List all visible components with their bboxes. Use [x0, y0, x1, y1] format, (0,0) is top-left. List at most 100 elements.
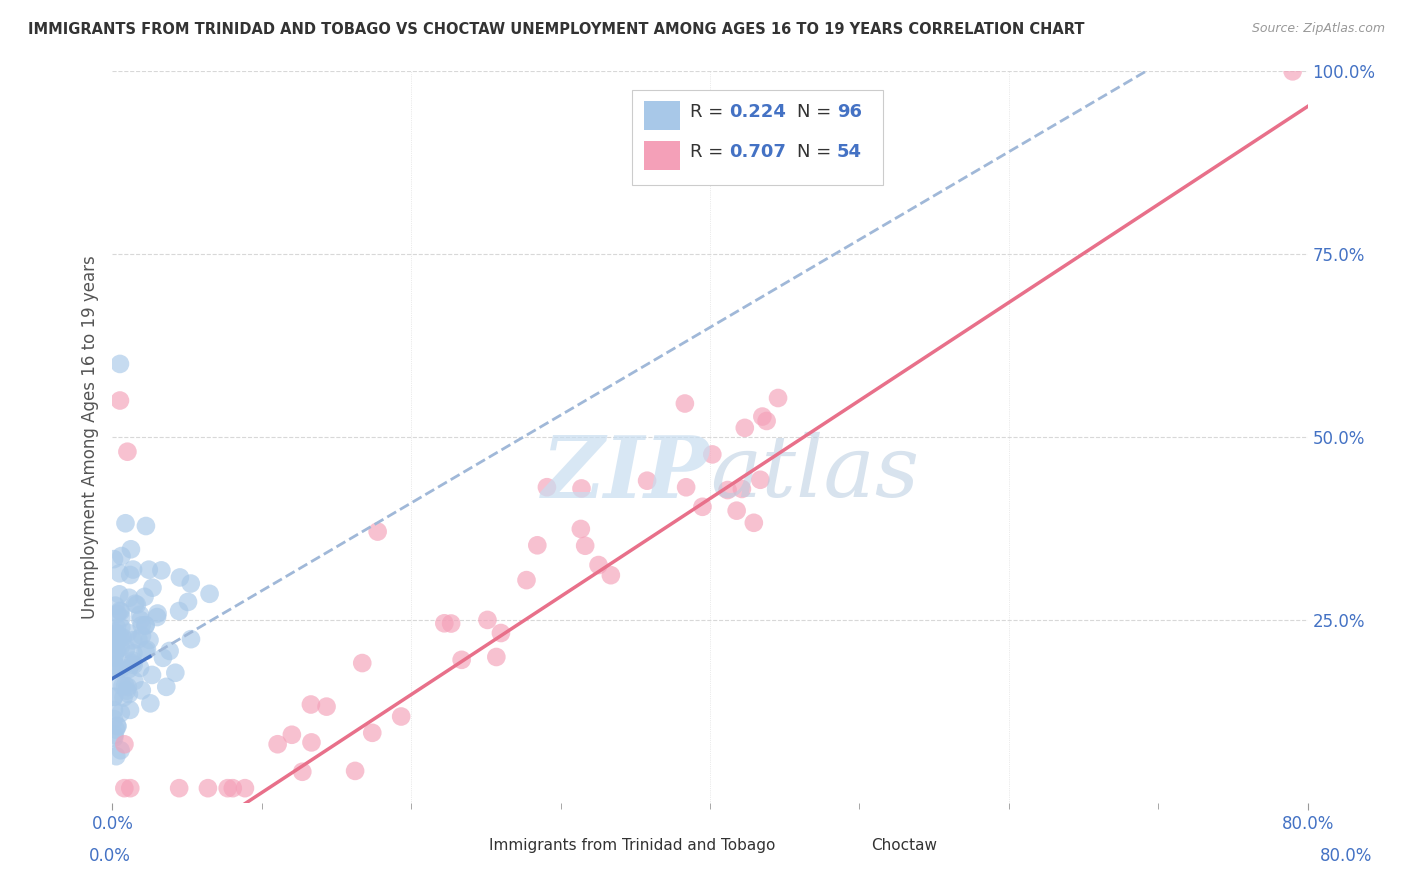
Point — [112, 690, 135, 705]
Point — [1281, 64, 1303, 78]
Point — [389, 709, 412, 723]
Text: 54: 54 — [837, 143, 862, 161]
Point — [477, 613, 499, 627]
Point — [103, 703, 125, 717]
Text: Immigrants from Trinidad and Tobago: Immigrants from Trinidad and Tobago — [489, 838, 775, 853]
Point — [526, 538, 548, 552]
Point — [103, 712, 125, 726]
Point — [108, 393, 131, 408]
Point — [599, 568, 621, 582]
Text: N =: N = — [797, 143, 837, 161]
Point — [127, 632, 149, 647]
Point — [717, 483, 740, 497]
Point — [291, 764, 314, 779]
Point — [111, 660, 134, 674]
Point — [105, 642, 128, 657]
Point — [180, 576, 202, 591]
Point — [104, 599, 127, 613]
Point — [104, 649, 127, 664]
Point — [131, 629, 153, 643]
Point — [122, 657, 145, 672]
Point — [111, 679, 134, 693]
Point — [636, 474, 658, 488]
Point — [159, 644, 181, 658]
Point — [766, 391, 789, 405]
Point — [122, 633, 145, 648]
Point — [150, 563, 173, 577]
Point — [108, 566, 131, 581]
Point — [118, 687, 141, 701]
Point — [124, 674, 146, 689]
Text: IMMIGRANTS FROM TRINIDAD AND TOBAGO VS CHOCTAW UNEMPLOYMENT AMONG AGES 16 TO 19 : IMMIGRANTS FROM TRINIDAD AND TOBAGO VS C… — [28, 22, 1084, 37]
Point — [104, 657, 127, 672]
Point — [104, 636, 127, 650]
Point — [105, 674, 128, 689]
Point — [103, 690, 125, 704]
Point — [110, 604, 132, 618]
Point — [115, 683, 138, 698]
Point — [105, 626, 128, 640]
Text: N =: N = — [797, 103, 837, 120]
Text: Choctaw: Choctaw — [872, 838, 938, 853]
Text: R =: R = — [690, 143, 728, 161]
Point — [588, 558, 610, 572]
Point — [536, 480, 558, 494]
Point — [755, 414, 778, 428]
Point — [367, 524, 389, 539]
Point — [571, 482, 593, 496]
Text: 0.707: 0.707 — [730, 143, 786, 161]
FancyBboxPatch shape — [633, 90, 883, 185]
Point — [125, 598, 148, 612]
Point — [197, 781, 219, 796]
Point — [108, 604, 131, 618]
FancyBboxPatch shape — [830, 832, 866, 858]
Point — [141, 581, 163, 595]
Point — [692, 500, 714, 514]
FancyBboxPatch shape — [447, 832, 484, 858]
Point — [167, 781, 190, 796]
Point — [107, 630, 129, 644]
Y-axis label: Unemployment Among Ages 16 to 19 years: Unemployment Among Ages 16 to 19 years — [80, 255, 98, 619]
Point — [152, 650, 174, 665]
Point — [122, 646, 145, 660]
Point — [122, 654, 145, 668]
Point — [105, 749, 128, 764]
Point — [104, 636, 127, 650]
Point — [129, 661, 152, 675]
Point — [110, 549, 132, 563]
Point — [105, 621, 128, 635]
Point — [117, 680, 139, 694]
Point — [110, 630, 132, 644]
Point — [136, 642, 159, 657]
Point — [110, 611, 132, 625]
Point — [515, 573, 537, 587]
Text: 80.0%: 80.0% — [1320, 847, 1372, 864]
Point — [105, 643, 128, 657]
Text: Source: ZipAtlas.com: Source: ZipAtlas.com — [1251, 22, 1385, 36]
Point — [110, 706, 132, 720]
Point — [146, 610, 169, 624]
Point — [139, 697, 162, 711]
Point — [118, 662, 141, 676]
Point — [129, 613, 152, 627]
Point — [114, 516, 136, 531]
Point — [299, 698, 322, 712]
Point — [344, 764, 367, 778]
Text: ZIP: ZIP — [543, 432, 710, 516]
Point — [122, 563, 145, 577]
Point — [103, 731, 125, 745]
Point — [233, 781, 256, 796]
Point — [751, 409, 773, 424]
Point — [114, 737, 135, 751]
Point — [118, 703, 141, 717]
Point — [301, 735, 323, 749]
Text: 0.0%: 0.0% — [89, 847, 131, 864]
Point — [281, 728, 304, 742]
Point — [107, 719, 129, 733]
Point — [217, 781, 239, 796]
Point — [103, 690, 125, 704]
Point — [440, 616, 463, 631]
Point — [103, 631, 125, 645]
Point — [141, 668, 163, 682]
Point — [165, 665, 187, 680]
